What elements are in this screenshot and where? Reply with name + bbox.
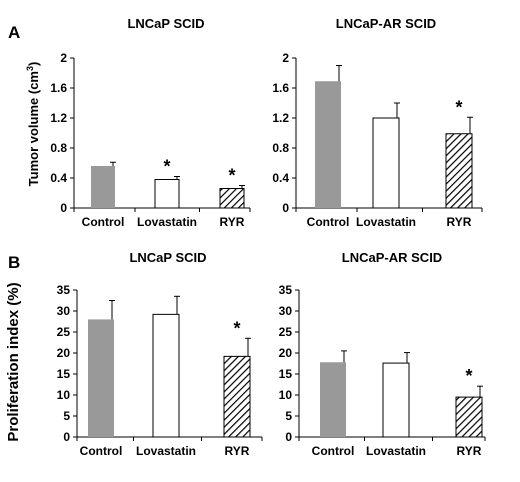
y-tick-label: 1.2 xyxy=(50,111,67,125)
y-tick-label: 1.6 xyxy=(272,81,289,95)
bar-ryr xyxy=(455,396,483,438)
x-category-label: Control xyxy=(307,215,350,229)
significance-asterisk: * xyxy=(455,97,462,117)
x-category-label: RYR xyxy=(220,215,245,229)
chart-a-lncap-ar-scid: LNCaP-AR SCID 0 0.4 0.8 1.2 1.6 2 Control Lovast… xyxy=(272,16,483,229)
y-tick-label: 30 xyxy=(279,304,293,318)
x-category-label: Lovastatin xyxy=(136,444,196,458)
x-category-label: Lovastatin xyxy=(356,215,416,229)
bar-lovastatin xyxy=(154,179,180,209)
x-category-label: Control xyxy=(82,215,125,229)
chart-title: LNCaP-AR SCID xyxy=(336,16,436,31)
x-category-label: Lovastatin xyxy=(366,444,426,458)
y-tick-label: 1.2 xyxy=(272,111,289,125)
y-tick-label: 0 xyxy=(63,430,70,444)
bar-control xyxy=(315,81,341,208)
y-tick-label: 15 xyxy=(57,367,71,381)
chart-title: LNCaP-AR SCID xyxy=(342,250,442,265)
chart-title: LNCaP SCID xyxy=(129,250,206,265)
bar-control xyxy=(91,166,115,208)
panel-b-y-axis-label: Proliferation index (%) xyxy=(5,282,22,441)
y-tick-label: 2 xyxy=(282,51,289,65)
panel-a-label: A xyxy=(8,23,20,42)
chart-title: LNCaP SCID xyxy=(127,16,204,31)
y-tick-label: 10 xyxy=(57,388,71,402)
y-tick-label: 1.6 xyxy=(50,81,67,95)
y-tick-label: 0 xyxy=(60,201,67,215)
bar-ryr xyxy=(445,133,473,209)
y-tick-label: 35 xyxy=(57,283,71,297)
x-category-label: Lovastatin xyxy=(137,215,197,229)
y-tick-label: 0.8 xyxy=(50,141,67,155)
bar-lovastatin xyxy=(152,313,180,438)
bar-control xyxy=(320,362,346,437)
chart-b-lncap-ar-scid: LNCaP-AR SCID 0 5 10 15 20 25 30 35 Control Lovast… xyxy=(279,250,486,458)
x-category-label: RYR xyxy=(447,215,472,229)
x-category-label: Control xyxy=(312,444,355,458)
x-category-label: RYR xyxy=(457,444,482,458)
y-tick-label: 0 xyxy=(285,430,292,444)
x-category-label: Control xyxy=(80,444,123,458)
y-tick-label: 20 xyxy=(279,346,293,360)
bar-lovastatin xyxy=(372,117,400,209)
significance-asterisk: * xyxy=(163,157,170,177)
y-tick-label: 0.8 xyxy=(272,141,289,155)
y-tick-label: 35 xyxy=(279,283,293,297)
y-tick-label: 30 xyxy=(57,304,71,318)
y-tick-label: 15 xyxy=(279,367,293,381)
chart-a-lncap-scid: LNCaP SCID 0 0.4 0.8 1.2 1.6 2 Control Lovastati… xyxy=(50,16,251,229)
y-tick-label: 0.4 xyxy=(50,171,67,185)
bar-lovastatin xyxy=(382,362,410,438)
x-category-label: RYR xyxy=(225,444,250,458)
y-tick-label: 20 xyxy=(57,346,71,360)
significance-asterisk: * xyxy=(233,318,240,338)
bar-ryr xyxy=(223,355,251,438)
y-tick-label: 2 xyxy=(60,51,67,65)
y-tick-label: 0 xyxy=(282,201,289,215)
y-tick-label: 0.4 xyxy=(272,171,289,185)
y-tick-label: 5 xyxy=(285,409,292,423)
significance-asterisk: * xyxy=(228,166,235,186)
panel-b-label: B xyxy=(8,253,20,272)
y-tick-label: 25 xyxy=(57,325,71,339)
bar-control xyxy=(88,319,114,437)
bar-ryr xyxy=(219,188,245,209)
chart-b-lncap-scid: LNCaP SCID 0 5 10 15 20 25 30 35 Control Lovastati… xyxy=(57,250,263,458)
y-tick-label: 10 xyxy=(279,388,293,402)
panel-a-y-axis-label: Tumor volume (cm3) xyxy=(25,62,41,187)
y-tick-label: 5 xyxy=(63,409,70,423)
significance-asterisk: * xyxy=(465,366,472,386)
y-tick-label: 25 xyxy=(279,325,293,339)
